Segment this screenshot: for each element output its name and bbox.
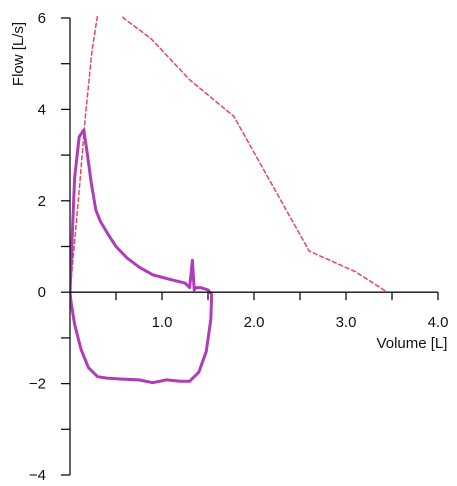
labels-layer: 6 4 2 0 −2 −4 1.0 2.0 3.0 4.0 [29,10,449,484]
x-tick-label: 4.0 [428,314,449,331]
x-tick-label: 2.0 [244,314,265,331]
y-tick-label: 4 [38,101,46,118]
y-tick-label: 2 [38,193,46,210]
y-axis-label: Flow [L/s] [10,22,27,86]
y-tick-label: −4 [29,467,46,484]
predicted-curve [70,16,389,293]
x-axis-label: Volume [L] [377,335,448,352]
measured-loop-curve [70,128,214,385]
x-tick-label: 3.0 [336,314,357,331]
y-tick-label: 6 [38,10,46,27]
x-tick-label: 1.0 [152,314,173,331]
y-tick-label: 0 [38,284,46,301]
curves-layer [70,16,389,385]
y-tick-label: −2 [29,376,46,393]
axes-layer [61,17,439,476]
